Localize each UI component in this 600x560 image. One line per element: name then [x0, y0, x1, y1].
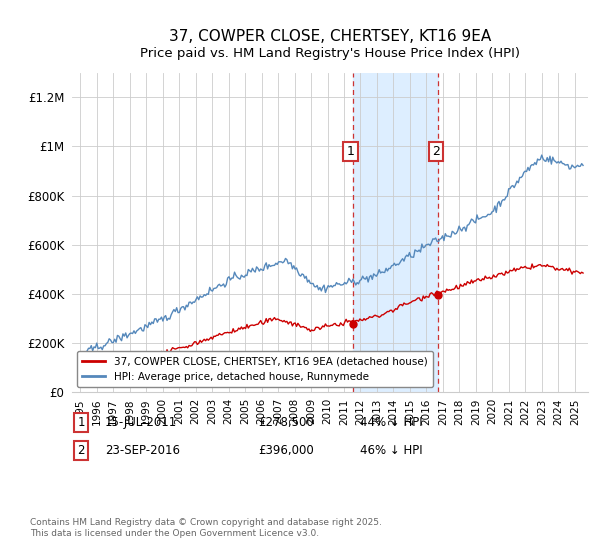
Bar: [353, 73, 439, 392]
Text: 15-JUL-2011: 15-JUL-2011: [105, 416, 177, 430]
Text: 46% ↓ HPI: 46% ↓ HPI: [360, 444, 422, 458]
Text: 23-SEP-2016: 23-SEP-2016: [105, 444, 180, 458]
Text: 44% ↓ HPI: 44% ↓ HPI: [360, 416, 422, 430]
Text: 1: 1: [347, 145, 355, 158]
Text: Price paid vs. HM Land Registry's House Price Index (HPI): Price paid vs. HM Land Registry's House …: [140, 46, 520, 60]
Text: £396,000: £396,000: [258, 444, 314, 458]
Text: 2: 2: [432, 145, 440, 158]
Text: Contains HM Land Registry data © Crown copyright and database right 2025.
This d: Contains HM Land Registry data © Crown c…: [30, 518, 382, 538]
Text: 2: 2: [77, 444, 85, 458]
Text: £278,500: £278,500: [258, 416, 314, 430]
Text: 37, COWPER CLOSE, CHERTSEY, KT16 9EA: 37, COWPER CLOSE, CHERTSEY, KT16 9EA: [169, 29, 491, 44]
Text: 1: 1: [77, 416, 85, 430]
Legend: 37, COWPER CLOSE, CHERTSEY, KT16 9EA (detached house), HPI: Average price, detac: 37, COWPER CLOSE, CHERTSEY, KT16 9EA (de…: [77, 351, 433, 387]
